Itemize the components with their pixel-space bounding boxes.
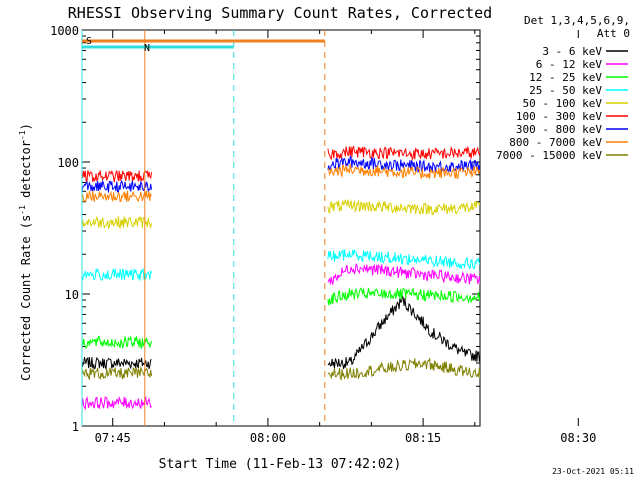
legend-label: 25 - 50 keV [529,84,602,97]
series-line-7 [327,163,480,179]
x-tick-label: 07:45 [95,431,131,445]
series-line-5 [327,145,480,162]
plot-area: 110100100007:4508:0008:1508:3008:4509:00… [50,24,596,445]
y-label-sup-2: -1 [18,130,27,140]
series-line-5 [82,169,152,183]
series-line-6 [82,179,152,194]
series-line-2 [327,287,480,306]
series-line-4 [82,215,152,230]
series-line-3 [327,248,480,270]
y-tick-label: 1 [72,420,79,434]
series-line-0 [327,294,480,369]
legend-label: 3 - 6 keV [542,45,602,58]
x-tick-label: 08:30 [560,431,596,445]
series-line-1 [327,263,480,285]
y-label-mid: detector [19,140,33,205]
legend-header-line-2: Att 0 [597,27,630,40]
legend-label: 50 - 100 keV [523,97,603,110]
y-tick-label: 1000 [50,24,79,38]
series-line-0 [82,356,152,371]
marker-label: S [86,36,92,47]
series-line-1 [82,395,152,411]
y-label-main: Corrected Count Rate (s [19,215,33,381]
legend-label: 800 - 7000 keV [509,136,602,149]
y-tick-label: 100 [57,156,79,170]
x-axis-label: Start Time (11-Feb-13 07:42:02) [159,457,402,472]
series-line-8 [327,357,480,381]
y-axis-label: Corrected Count Rate (s-1 detector-1) [18,123,33,381]
x-tick-label: 08:15 [405,431,441,445]
series-line-7 [82,190,152,203]
series-group [82,145,480,411]
legend-label: 7000 - 15000 keV [496,149,602,162]
chart-title: RHESSI Observing Summary Count Rates, Co… [68,4,492,22]
legend-label: 6 - 12 keV [536,58,603,71]
x-tick-label: 08:00 [250,431,286,445]
y-label-end: ) [19,123,33,130]
series-line-4 [327,199,480,216]
series-line-2 [82,335,152,350]
legend-label: 100 - 300 keV [516,110,602,123]
footer-timestamp: 23-Oct-2021 05:11 [552,467,634,476]
series-line-3 [82,267,152,281]
y-label-sup-1: -1 [18,205,27,215]
y-tick-label: 10 [65,288,79,302]
marker-label: N [144,43,150,54]
series-line-8 [82,365,152,381]
legend-header-line-1: Det 1,3,4,5,6,9, [524,14,630,27]
legend-label: 12 - 25 keV [529,71,602,84]
legend-label: 300 - 800 keV [516,123,602,136]
